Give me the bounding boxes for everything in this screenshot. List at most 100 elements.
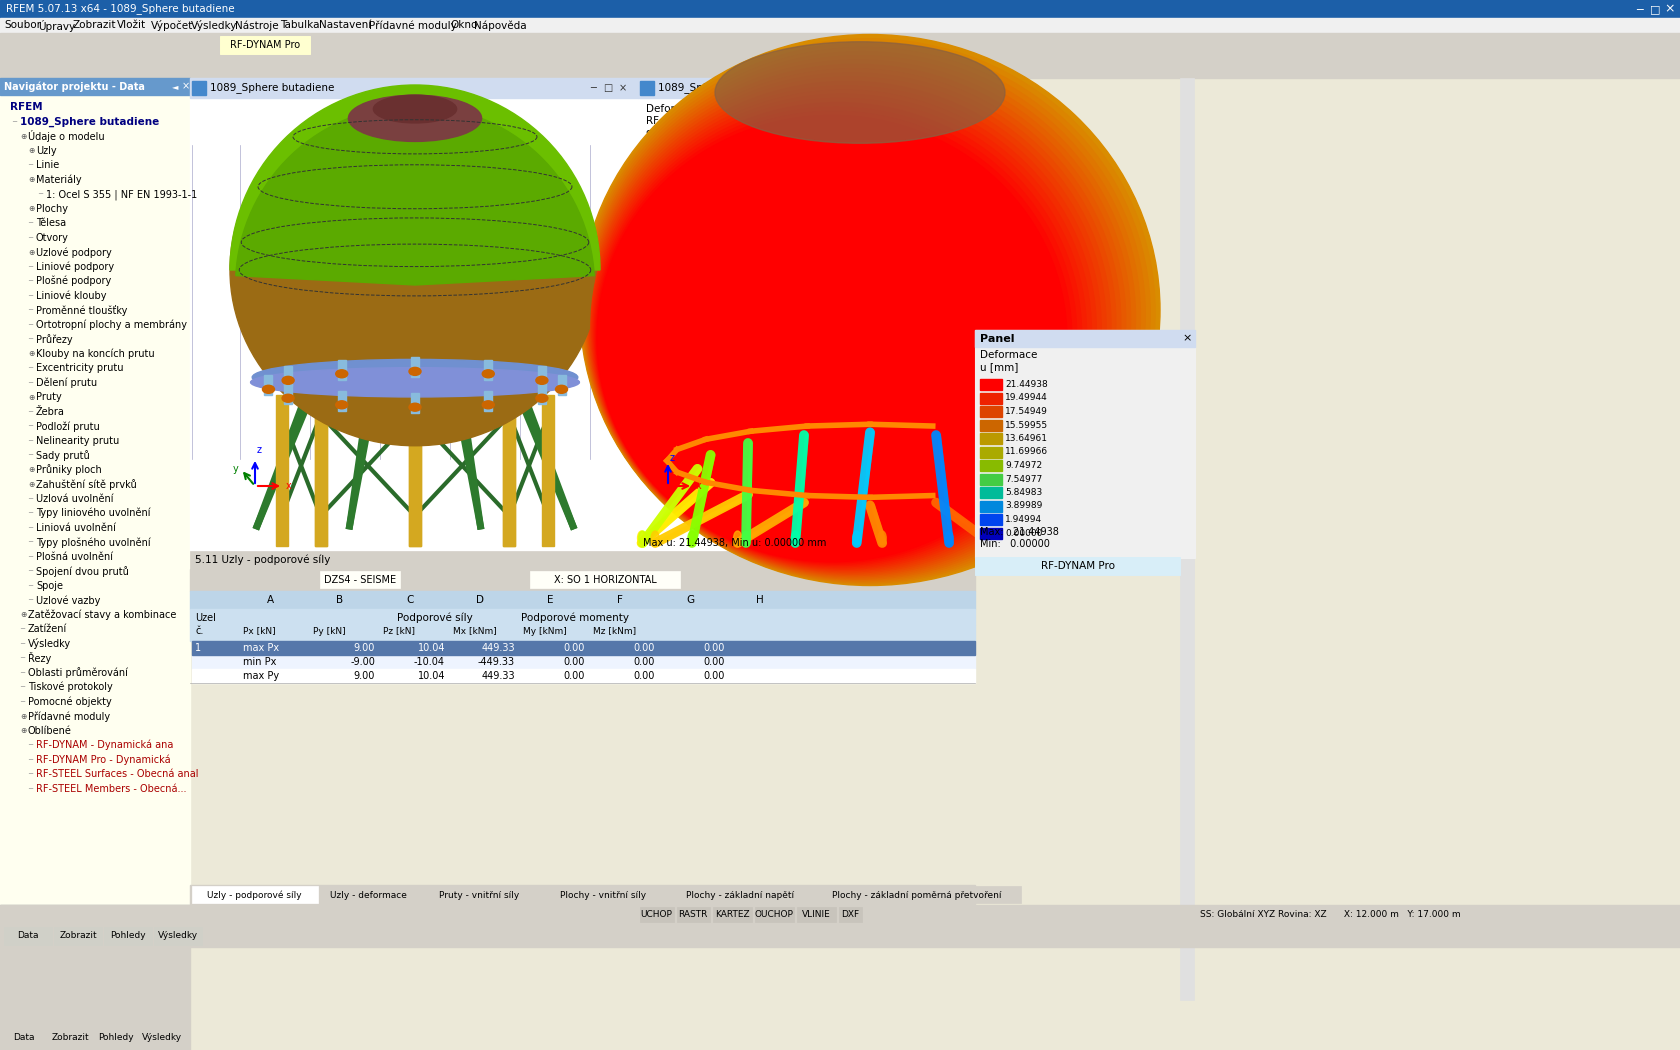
Bar [412, 357, 418, 377]
Bar [338, 391, 346, 411]
Ellipse shape [408, 368, 422, 376]
Text: DXF: DXF [842, 910, 858, 919]
Text: RF-DYNAM Pro: RF-DYNAM Pro [230, 40, 301, 50]
Text: Panel: Panel [979, 334, 1015, 343]
Bar [979, 487, 1001, 498]
Text: Spoje: Spoje [35, 581, 64, 591]
Text: Liniové klouby: Liniové klouby [35, 291, 106, 301]
Text: Plochy: Plochy [35, 204, 67, 214]
Text: DZS4 - SEISME: DZS4 - SEISME [324, 575, 396, 585]
Text: Průniky ploch: Průniky ploch [35, 464, 102, 476]
Text: 21.44938: 21.44938 [1005, 380, 1048, 388]
Text: 9.74972: 9.74972 [1005, 461, 1042, 470]
Text: Typy plošného uvolnění: Typy plošného uvolnění [35, 537, 151, 547]
Bar [638, 98, 974, 551]
Text: y: y [234, 464, 239, 475]
Bar [979, 420, 1001, 430]
Bar [974, 330, 1194, 346]
Text: RF-DYNAM Pro, DZS 4: RF-DYNAM Pro, DZS 4 [647, 116, 758, 126]
Text: Zatěžovací stavy a kombinace: Zatěžovací stavy a kombinace [29, 609, 176, 620]
Bar [754, 907, 795, 922]
Text: x: x [286, 481, 292, 491]
Text: ⊕: ⊕ [29, 465, 34, 475]
Text: □: □ [941, 83, 949, 93]
Text: 0.00: 0.00 [563, 643, 585, 653]
Bar [3, 927, 52, 945]
Text: -10.04: -10.04 [413, 657, 445, 667]
Bar [640, 81, 654, 94]
Text: Tiskové protokoly: Tiskové protokoly [29, 682, 113, 693]
Ellipse shape [348, 96, 482, 142]
Text: ─: ─ [29, 583, 32, 589]
Text: ─: ─ [20, 670, 24, 676]
Text: Uzlová uvolnění: Uzlová uvolnění [35, 494, 114, 504]
Bar [0, 907, 190, 1050]
Text: 1089_Sphere butadiene: 1089_Sphere butadiene [210, 83, 334, 93]
Bar [1630, 927, 1677, 945]
Ellipse shape [585, 56, 1136, 580]
Ellipse shape [585, 60, 1131, 578]
Text: Údaje o modelu: Údaje o modelu [29, 130, 104, 142]
Bar [0, 905, 190, 907]
Text: ─: ─ [39, 191, 42, 197]
Text: Otvory: Otvory [35, 233, 69, 243]
Text: Plošné podpory: Plošné podpory [35, 276, 111, 287]
Bar [838, 907, 862, 922]
Text: x: x [696, 481, 702, 491]
Bar [192, 655, 974, 669]
Bar [192, 640, 974, 655]
Text: 10.04: 10.04 [418, 643, 445, 653]
Bar [813, 886, 1021, 903]
Ellipse shape [667, 531, 674, 545]
Text: ─: ─ [20, 655, 24, 662]
Text: Data: Data [13, 1033, 35, 1043]
Text: UCHOP: UCHOP [640, 910, 672, 919]
Bar [412, 393, 418, 414]
Bar [538, 384, 546, 404]
Ellipse shape [591, 85, 1100, 570]
Bar [638, 78, 974, 98]
Ellipse shape [595, 107, 1077, 564]
Text: Uzly: Uzly [35, 146, 57, 155]
Text: č.: č. [195, 626, 203, 636]
Text: D: D [475, 595, 484, 605]
Text: Px [kN]: Px [kN] [244, 627, 276, 635]
Text: RF-DYNAM Pro - Dynamická: RF-DYNAM Pro - Dynamická [35, 755, 171, 765]
Text: Min:   0.00000: Min: 0.00000 [979, 539, 1050, 549]
Text: ×: × [1183, 334, 1191, 343]
Text: Výsledky: Výsledky [141, 1033, 181, 1043]
Text: Pohledy: Pohledy [111, 931, 146, 941]
Ellipse shape [580, 35, 1159, 586]
Bar [529, 571, 680, 588]
Text: max Px: max Px [244, 643, 279, 653]
Text: RF-STEEL Surfaces - Obecná anal: RF-STEEL Surfaces - Obecná anal [35, 770, 198, 779]
Bar [0, 905, 1680, 925]
Bar [338, 360, 346, 380]
Text: ⊕: ⊕ [20, 727, 27, 735]
Bar [408, 395, 422, 546]
Ellipse shape [984, 531, 993, 545]
Text: ─: ─ [29, 742, 32, 749]
Text: A: A [267, 595, 274, 605]
Ellipse shape [860, 531, 869, 545]
Text: C: C [407, 595, 413, 605]
Text: Zatížení: Zatížení [29, 625, 67, 634]
Text: Pohledy: Pohledy [97, 1033, 134, 1043]
Text: ─: ─ [29, 308, 32, 313]
Text: Nastavení: Nastavení [319, 21, 371, 30]
Text: ─: ─ [29, 278, 32, 285]
Text: H: H [756, 595, 764, 605]
Text: 9.00: 9.00 [353, 671, 375, 681]
Bar [640, 907, 674, 922]
Text: ─: ─ [590, 83, 596, 93]
Text: 15.59955: 15.59955 [1005, 420, 1048, 429]
Bar [408, 395, 422, 546]
Bar [538, 366, 546, 386]
Text: Uzlové podpory: Uzlové podpory [35, 247, 113, 257]
Text: 1: 1 [195, 643, 202, 653]
Bar [264, 375, 272, 395]
Ellipse shape [282, 376, 294, 384]
Text: 0.00: 0.00 [704, 643, 726, 653]
Text: ─: ─ [29, 525, 32, 530]
Text: 1089_Sphere butadiene: 1089_Sphere butadiene [659, 83, 783, 93]
